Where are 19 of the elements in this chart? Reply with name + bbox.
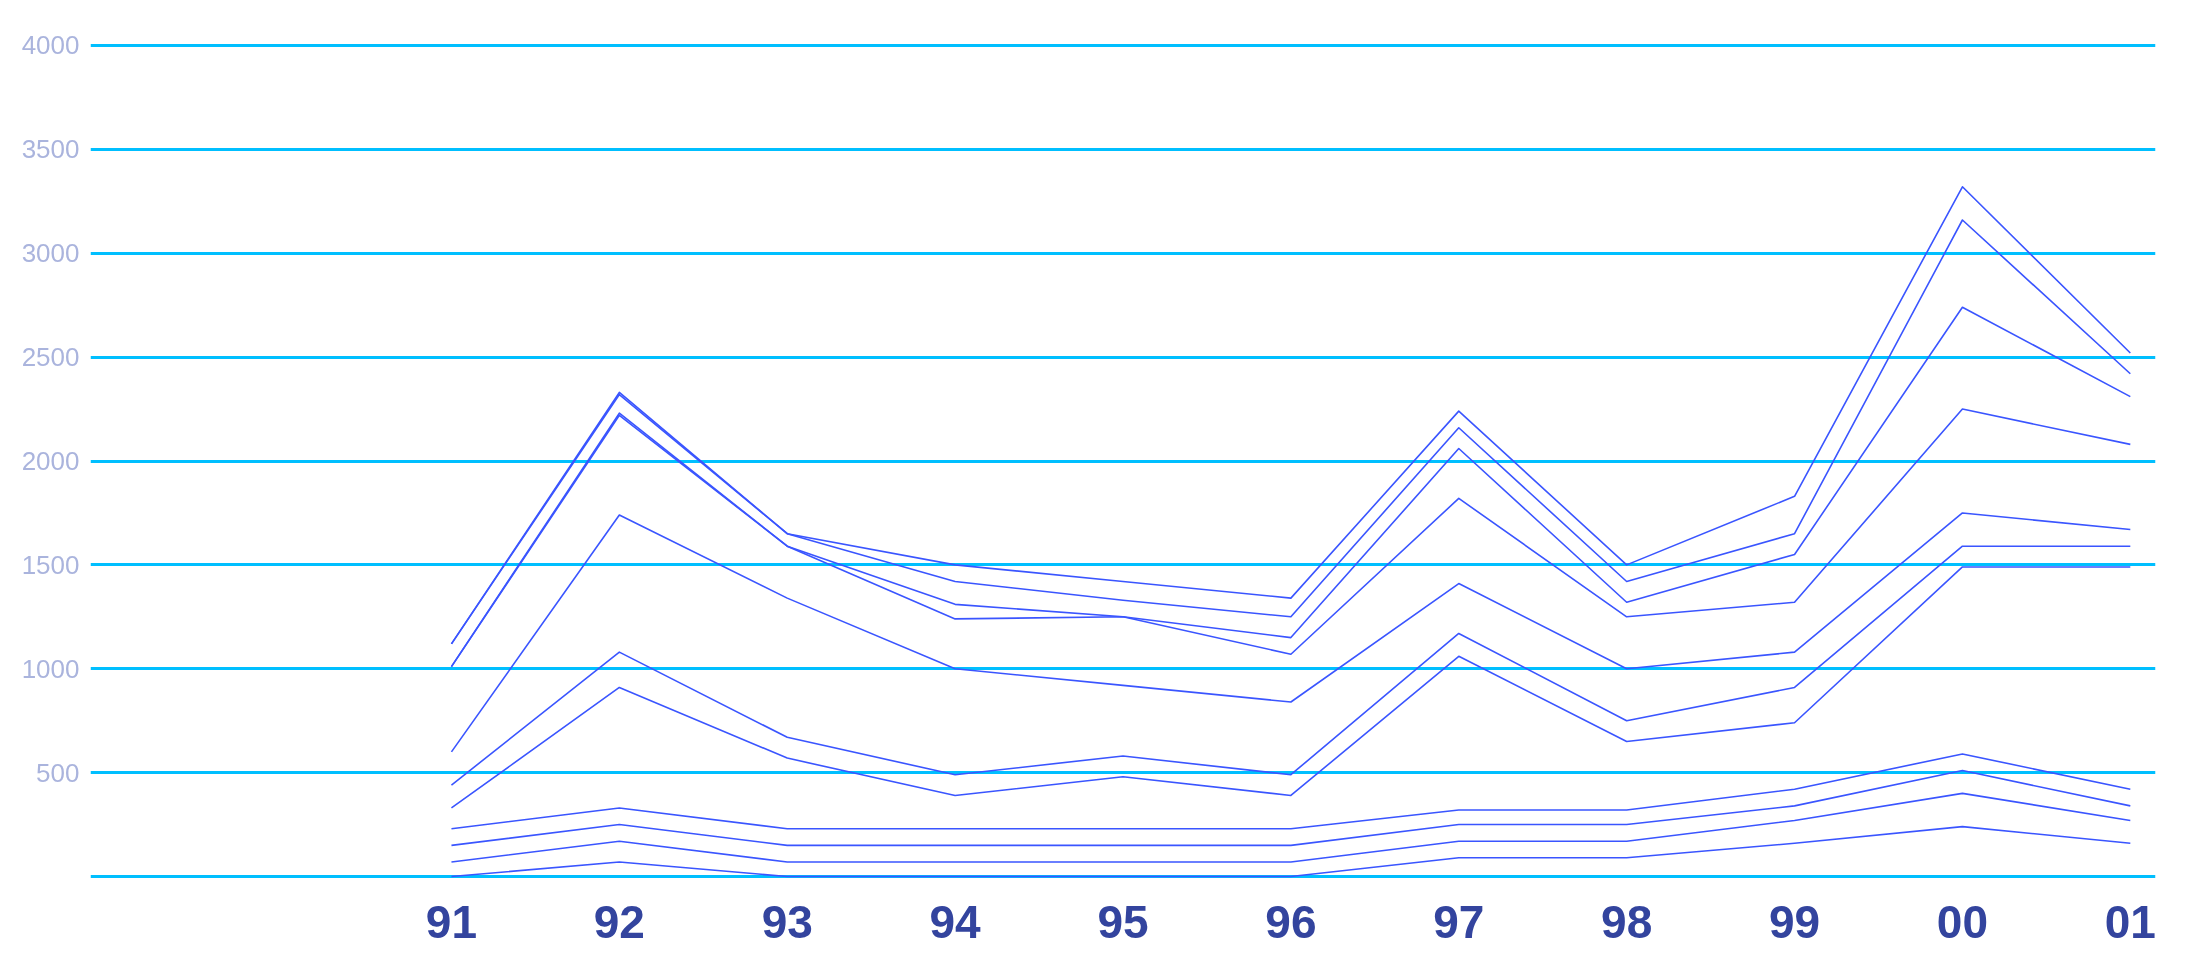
x-tick-label: 94: [929, 895, 982, 948]
y-tick-label: 3000: [21, 238, 80, 269]
y-tick-label: 1000: [21, 653, 80, 684]
x-tick-label: 92: [593, 895, 645, 948]
x-tick-label: 91: [425, 895, 478, 948]
y-tick-label: 1500: [21, 549, 80, 580]
x-tick-label: 98: [1601, 895, 1653, 948]
x-tick-label: 99: [1768, 895, 1821, 948]
x-tick-label: 95: [1097, 895, 1149, 948]
x-tick-label: 93: [761, 895, 813, 948]
y-tick-label: 3500: [21, 134, 80, 165]
x-tick-label: 01: [2104, 895, 2156, 948]
y-tick-label: 2500: [21, 342, 80, 373]
y-tick-label: 500: [36, 757, 80, 788]
y-tick-label: 2000: [21, 446, 80, 476]
y-tick-label: 4000: [21, 30, 80, 61]
x-tick-label: 97: [1433, 895, 1485, 948]
x-tick-label: 00: [1936, 895, 1989, 948]
x-tick-label: 96: [1265, 895, 1317, 948]
